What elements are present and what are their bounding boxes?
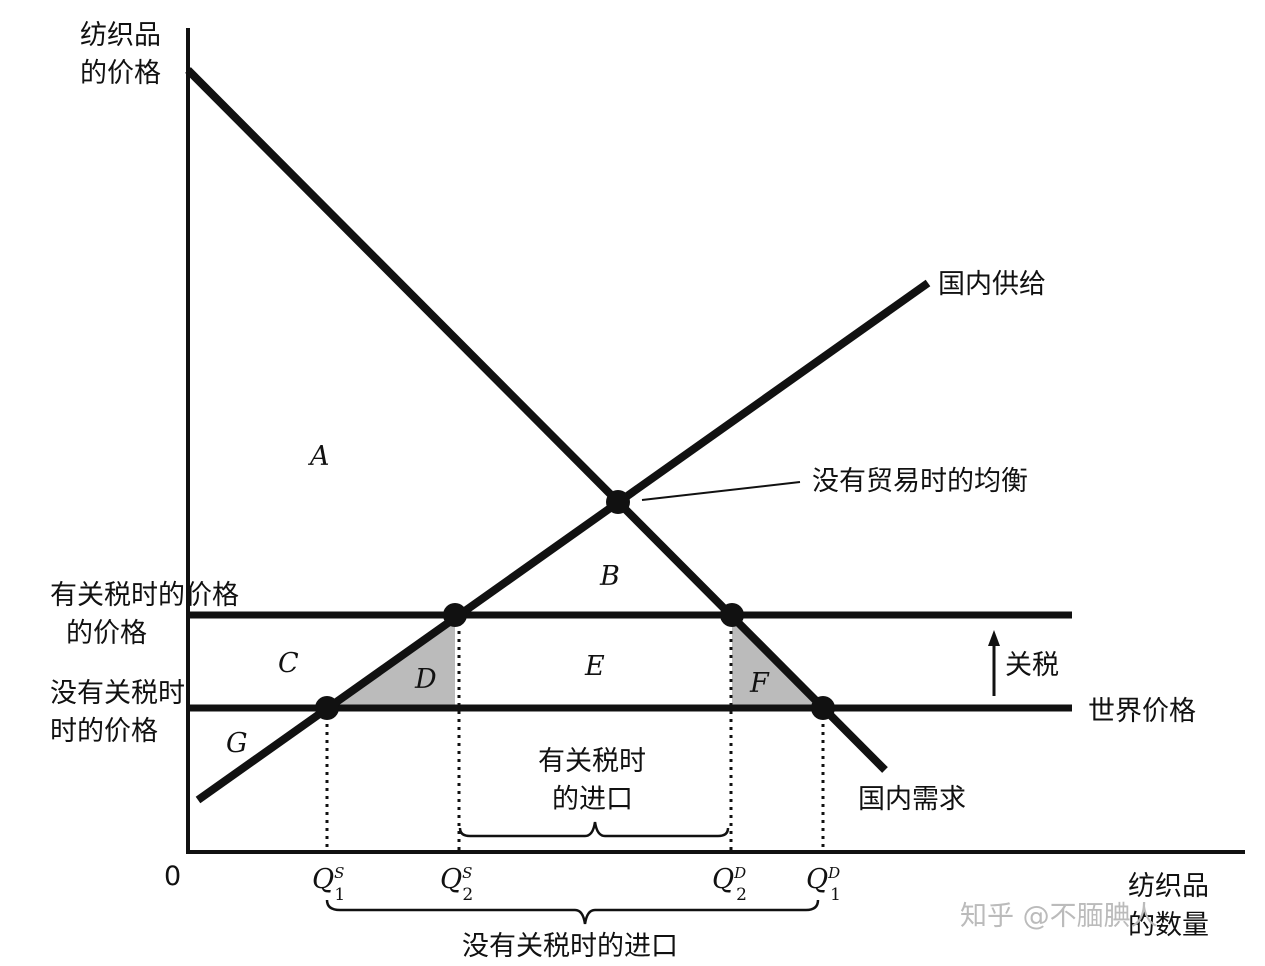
- leader-line: [641, 481, 801, 501]
- q-sub: 1: [334, 885, 345, 905]
- quantity-label: QD 1: [806, 864, 841, 905]
- q-sup: S: [334, 864, 344, 882]
- watermark: 知乎 @不腼腆人: [960, 901, 1158, 932]
- quantity-label: QS 2: [440, 864, 473, 905]
- quantity-label: QS 1: [312, 864, 345, 905]
- q-sub: 1: [830, 885, 841, 905]
- point: [606, 490, 630, 514]
- area-label: C: [278, 648, 299, 679]
- world-price-label: 世界价格: [1088, 696, 1196, 727]
- brace-imports-with-tariff: [458, 821, 730, 838]
- supply-curve: [195, 279, 931, 804]
- imports-with-tariff-label: 的进口: [552, 784, 633, 815]
- point: [811, 696, 835, 720]
- q-sub: 2: [462, 885, 473, 905]
- points: [315, 490, 835, 720]
- q-base: Q: [312, 864, 334, 895]
- tariff-label: 关税: [1005, 650, 1059, 681]
- area-label: A: [307, 441, 330, 472]
- q-base: Q: [806, 864, 828, 895]
- q-sup: D: [827, 864, 840, 882]
- quantity-label: QD 2: [712, 864, 747, 905]
- imports-with-tariff-label: 有关税时: [538, 746, 646, 777]
- brace-imports-without-tariff: [325, 899, 820, 925]
- q-sup: S: [462, 864, 472, 882]
- point: [443, 603, 467, 627]
- imports-without-tariff-label: 没有关税时的进口: [462, 931, 678, 962]
- point: [720, 603, 744, 627]
- point: [315, 696, 339, 720]
- y-axis-label: 的价格: [80, 58, 161, 89]
- tariff-arrowhead: [988, 630, 1000, 646]
- price-without-tariff-label: 没有关税时: [50, 678, 185, 709]
- q-base: Q: [712, 864, 734, 895]
- q-base: Q: [440, 864, 462, 895]
- demand-label: 国内需求: [858, 784, 966, 815]
- price-with-tariff-label: 有关税时的价格: [50, 580, 239, 611]
- supply-label: 国内供给: [938, 269, 1046, 300]
- area-label: G: [226, 728, 248, 759]
- area-label: B: [599, 561, 620, 592]
- price-without-tariff-label: 时的价格: [50, 716, 158, 747]
- q-sup: D: [733, 864, 746, 882]
- price-with-tariff-label: 的价格: [66, 618, 147, 649]
- y-axis-label: 纺织品: [80, 20, 161, 51]
- x-axis-label: 的数量: [1128, 910, 1209, 941]
- equilibrium-label: 没有贸易时的均衡: [812, 466, 1028, 497]
- area-label: F: [749, 668, 770, 699]
- quantity-guides: [325, 615, 825, 852]
- origin-label: 0: [164, 861, 181, 892]
- demand-curve: [185, 67, 888, 773]
- quantity-labels: QS 1 QS 2 QD 2 QD 1: [312, 864, 841, 905]
- q-sub: 2: [736, 885, 747, 905]
- x-axis-label: 纺织品: [1128, 871, 1209, 902]
- area-label: E: [584, 651, 605, 682]
- area-label: D: [414, 664, 437, 695]
